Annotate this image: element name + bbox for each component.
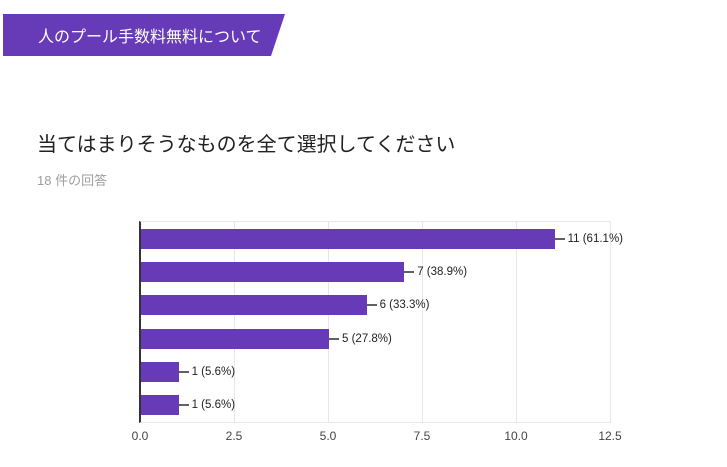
x-tick-label: 10.0 [504,429,528,443]
bar-row: 1 (5.6%) [141,355,727,388]
x-tick-label: 7.5 [413,429,431,443]
gridline [516,222,517,422]
bar-row: 11 (61.1%) [141,222,727,255]
x-tick-label: 0.0 [131,429,149,443]
chart-plot-area: 11 (61.1%) 7 (38.9%) 6 (33.3%) 5 (27.8%) 1 (… [139,221,623,423]
x-tick-label: 12.5 [598,429,622,443]
bar-connector-line [554,237,565,240]
bar-value-label: 7 (38.9%) [417,265,468,278]
bar-row: 6 (33.3%) [141,289,727,322]
bar [141,395,179,416]
gridline [422,222,423,422]
chart-x-axis: 0.0 2.5 5.0 7.5 10.0 12.5 [132,429,622,443]
section-header-label: 人のプール手数料無料について [38,29,262,46]
section-header-banner: 人のプール手数料無料について [3,14,285,56]
bar-value-label: 1 (5.6%) [191,365,236,378]
x-tick-label: 2.5 [225,429,243,443]
question-title: 当てはまりそうなものを全て選択してください [37,134,456,156]
bar-value-label: 11 (61.1%) [567,232,623,245]
bar [141,361,179,382]
x-tick-label: 5.0 [319,429,337,443]
bar [141,261,405,282]
bar-row: 7 (38.9%) [141,255,727,288]
bar-connector-line [366,304,377,307]
bar-row: 1 (5.6%) [141,389,727,422]
bar [141,295,367,316]
bar-connector-line [178,404,189,407]
gridline [234,222,235,422]
gridline [328,222,329,422]
response-count: 18 件の回答 [37,173,108,188]
bar-row: 5 (27.8%) [141,322,727,355]
bar-value-label: 5 (27.8%) [342,332,392,345]
bar-connector-line [404,270,415,273]
bar [141,228,555,249]
bar-connector-line [178,370,189,373]
bar-value-label: 6 (33.3%) [379,299,430,312]
bar [141,328,329,349]
bar-value-label: 1 (5.6%) [191,399,236,412]
bar-connector-line [329,337,339,340]
gridline [610,222,611,422]
